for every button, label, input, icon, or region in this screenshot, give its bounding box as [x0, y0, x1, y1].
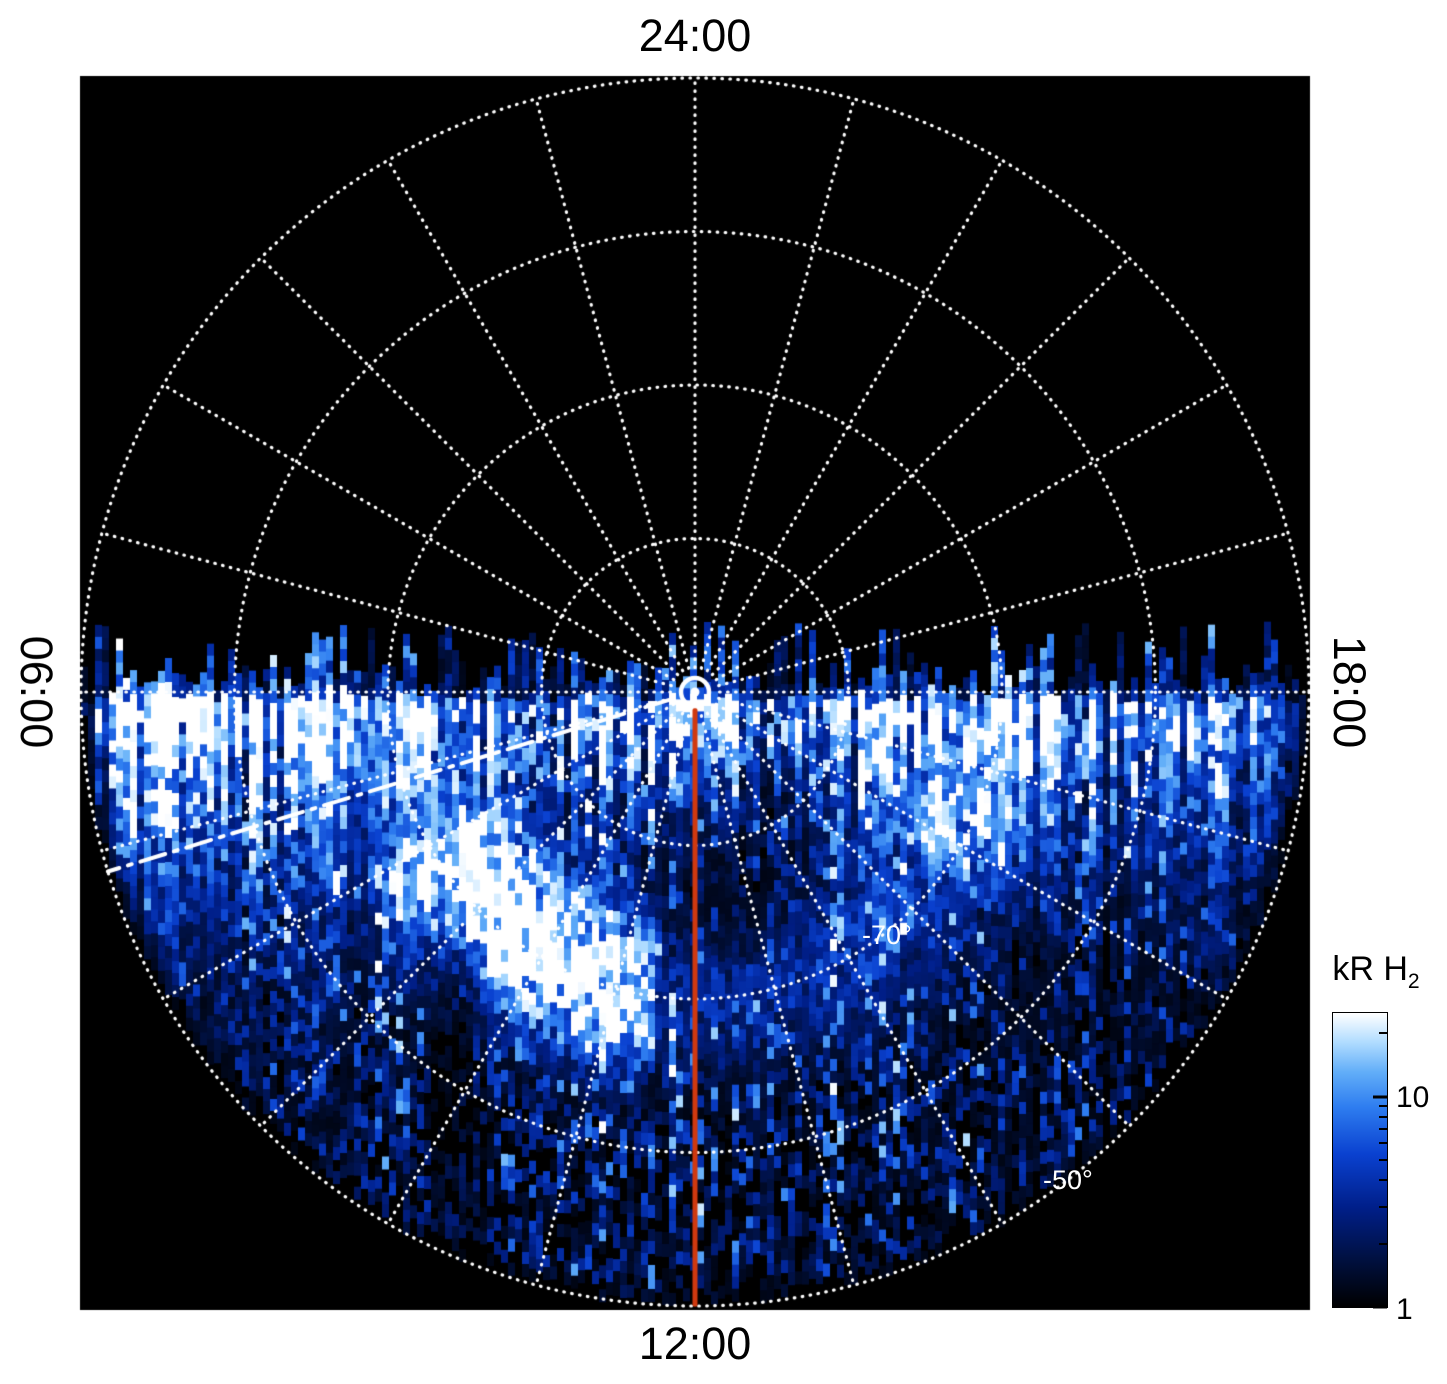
colorbar: [1332, 1012, 1388, 1309]
colorbar-tick: [1379, 1242, 1387, 1245]
colorbar-tick: [1379, 1179, 1387, 1182]
colorbar-gradient: [1333, 1013, 1387, 1307]
local-time-label-1200: 12:00: [638, 1318, 752, 1369]
colorbar-tick-label-1: 1: [1396, 1293, 1413, 1326]
latitude-label-minus50: -50°: [1043, 1165, 1093, 1195]
colorbar-ticks: [1333, 1013, 1387, 1309]
latitude-label-minus70: -70°: [862, 920, 912, 950]
colorbar-tick: [1379, 1128, 1387, 1131]
colorbar-tick: [1379, 1032, 1387, 1035]
colorbar-tick-label-10: 10: [1396, 1081, 1430, 1115]
local-time-label-2400: 24:00: [638, 10, 752, 61]
local-time-label-0600: 06:00: [11, 635, 62, 749]
colorbar-title-text: kR H: [1332, 950, 1408, 988]
colorbar-tick: [1373, 1305, 1387, 1309]
colorbar-tick: [1373, 1095, 1387, 1099]
colorbar-tick: [1379, 1205, 1387, 1208]
colorbar-tick: [1379, 1142, 1387, 1145]
colorbar-tick: [1379, 1159, 1387, 1161]
local-time-label-1800: 18:00: [1324, 635, 1375, 749]
colorbar-tick: [1379, 1105, 1387, 1108]
colorbar-tick: [1379, 1116, 1387, 1119]
colorbar-title-subscript: 2: [1407, 969, 1420, 993]
colorbar-title: kR H2: [1314, 950, 1438, 994]
